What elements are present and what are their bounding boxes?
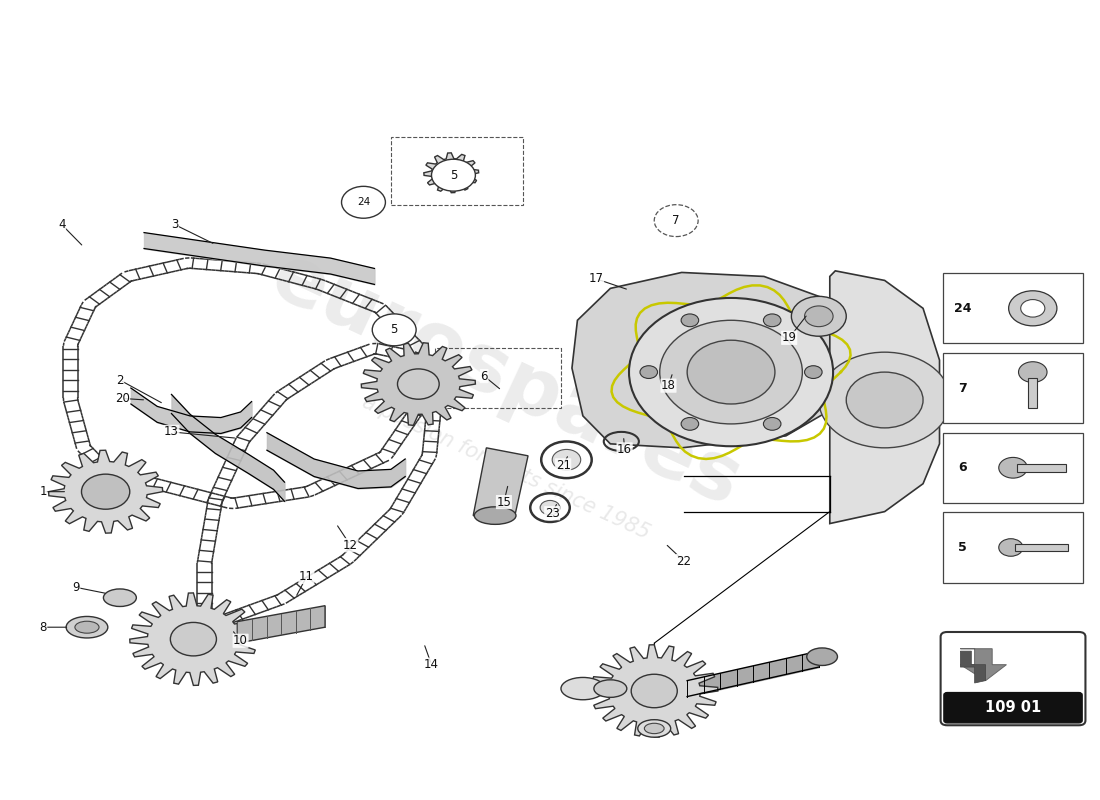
- Circle shape: [431, 159, 475, 191]
- Text: 17: 17: [588, 272, 604, 286]
- Circle shape: [999, 538, 1023, 556]
- FancyBboxPatch shape: [944, 693, 1082, 723]
- Text: 24: 24: [954, 302, 971, 315]
- Ellipse shape: [103, 589, 136, 606]
- Text: 12: 12: [343, 538, 358, 551]
- Polygon shape: [424, 153, 478, 193]
- Text: 109 01: 109 01: [984, 700, 1042, 715]
- Circle shape: [818, 352, 950, 448]
- FancyBboxPatch shape: [940, 632, 1086, 726]
- Circle shape: [397, 369, 439, 399]
- Text: eurospares: eurospares: [258, 237, 754, 523]
- FancyBboxPatch shape: [943, 353, 1084, 423]
- Ellipse shape: [806, 648, 837, 666]
- Polygon shape: [1028, 378, 1037, 408]
- Polygon shape: [1018, 464, 1066, 472]
- Text: 7: 7: [958, 382, 967, 394]
- Text: 10: 10: [233, 634, 248, 647]
- Polygon shape: [572, 273, 851, 448]
- Circle shape: [804, 306, 833, 326]
- Circle shape: [763, 418, 781, 430]
- Text: 24: 24: [356, 198, 370, 207]
- FancyBboxPatch shape: [943, 274, 1084, 343]
- Circle shape: [441, 166, 461, 180]
- Circle shape: [341, 186, 385, 218]
- Text: 21: 21: [556, 459, 571, 472]
- Circle shape: [791, 296, 846, 336]
- FancyBboxPatch shape: [943, 433, 1084, 503]
- Circle shape: [540, 501, 560, 515]
- Circle shape: [552, 450, 581, 470]
- Text: 3: 3: [172, 218, 178, 231]
- Circle shape: [631, 674, 678, 708]
- Circle shape: [654, 205, 698, 237]
- Text: 8: 8: [40, 621, 47, 634]
- Ellipse shape: [645, 723, 664, 734]
- Text: 9: 9: [73, 581, 79, 594]
- Text: 11: 11: [299, 570, 314, 583]
- Circle shape: [846, 372, 923, 428]
- Polygon shape: [960, 651, 986, 683]
- Circle shape: [81, 474, 130, 510]
- Ellipse shape: [638, 720, 671, 738]
- Polygon shape: [1015, 544, 1068, 550]
- Text: 22: 22: [676, 554, 692, 567]
- Polygon shape: [829, 271, 939, 523]
- Text: 19: 19: [782, 331, 796, 344]
- FancyBboxPatch shape: [943, 513, 1084, 582]
- Text: 16: 16: [617, 443, 632, 456]
- Circle shape: [629, 298, 833, 446]
- Text: 18: 18: [661, 379, 675, 392]
- Polygon shape: [960, 649, 1006, 681]
- Text: 7: 7: [672, 214, 680, 227]
- Polygon shape: [473, 448, 528, 515]
- Circle shape: [372, 314, 416, 346]
- Text: 4: 4: [58, 218, 66, 231]
- Text: 5: 5: [958, 541, 967, 554]
- Circle shape: [1009, 290, 1057, 326]
- Polygon shape: [591, 645, 718, 738]
- Circle shape: [999, 458, 1027, 478]
- Ellipse shape: [75, 622, 99, 633]
- Text: 20: 20: [114, 392, 130, 405]
- Text: 23: 23: [544, 506, 560, 520]
- Polygon shape: [238, 606, 326, 643]
- Text: 2: 2: [117, 374, 123, 386]
- Circle shape: [170, 622, 217, 656]
- Text: 15: 15: [496, 495, 512, 509]
- Circle shape: [688, 340, 774, 404]
- Polygon shape: [361, 342, 475, 426]
- Circle shape: [804, 366, 822, 378]
- Text: 5: 5: [450, 169, 458, 182]
- Text: 14: 14: [424, 658, 439, 671]
- Ellipse shape: [66, 617, 108, 638]
- Ellipse shape: [594, 680, 627, 698]
- Circle shape: [681, 418, 698, 430]
- Text: 6: 6: [481, 370, 488, 382]
- Text: 5: 5: [390, 323, 398, 336]
- Polygon shape: [130, 593, 257, 686]
- Ellipse shape: [561, 678, 605, 700]
- Ellipse shape: [474, 507, 516, 524]
- Circle shape: [763, 314, 781, 326]
- Text: a passion for parts since 1985: a passion for parts since 1985: [359, 392, 653, 543]
- Circle shape: [1021, 299, 1045, 317]
- Circle shape: [1019, 362, 1047, 382]
- Polygon shape: [48, 450, 163, 533]
- Text: 6: 6: [958, 462, 967, 474]
- Text: 1: 1: [40, 485, 47, 498]
- Text: 13: 13: [164, 426, 179, 438]
- Circle shape: [660, 320, 802, 424]
- Circle shape: [681, 314, 698, 326]
- Circle shape: [85, 477, 126, 507]
- Circle shape: [640, 366, 658, 378]
